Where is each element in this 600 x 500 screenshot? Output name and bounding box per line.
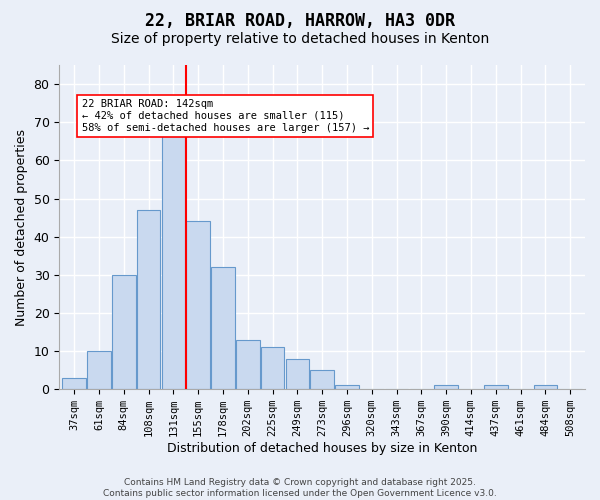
Bar [112,275,136,389]
Text: Contains HM Land Registry data © Crown copyright and database right 2025.
Contai: Contains HM Land Registry data © Crown c… [103,478,497,498]
Bar [236,340,260,389]
Text: Size of property relative to detached houses in Kenton: Size of property relative to detached ho… [111,32,489,46]
X-axis label: Distribution of detached houses by size in Kenton: Distribution of detached houses by size … [167,442,478,455]
Bar [286,358,309,389]
Text: 22, BRIAR ROAD, HARROW, HA3 0DR: 22, BRIAR ROAD, HARROW, HA3 0DR [145,12,455,30]
Bar [335,386,359,389]
Bar [261,348,284,389]
Bar [187,222,210,389]
Bar [211,267,235,389]
Bar [62,378,86,389]
Bar [310,370,334,389]
Bar [484,386,508,389]
Bar [161,130,185,389]
Bar [87,351,111,389]
Y-axis label: Number of detached properties: Number of detached properties [15,128,28,326]
Bar [137,210,160,389]
Bar [533,386,557,389]
Bar [434,386,458,389]
Text: 22 BRIAR ROAD: 142sqm
← 42% of detached houses are smaller (115)
58% of semi-det: 22 BRIAR ROAD: 142sqm ← 42% of detached … [82,100,369,132]
